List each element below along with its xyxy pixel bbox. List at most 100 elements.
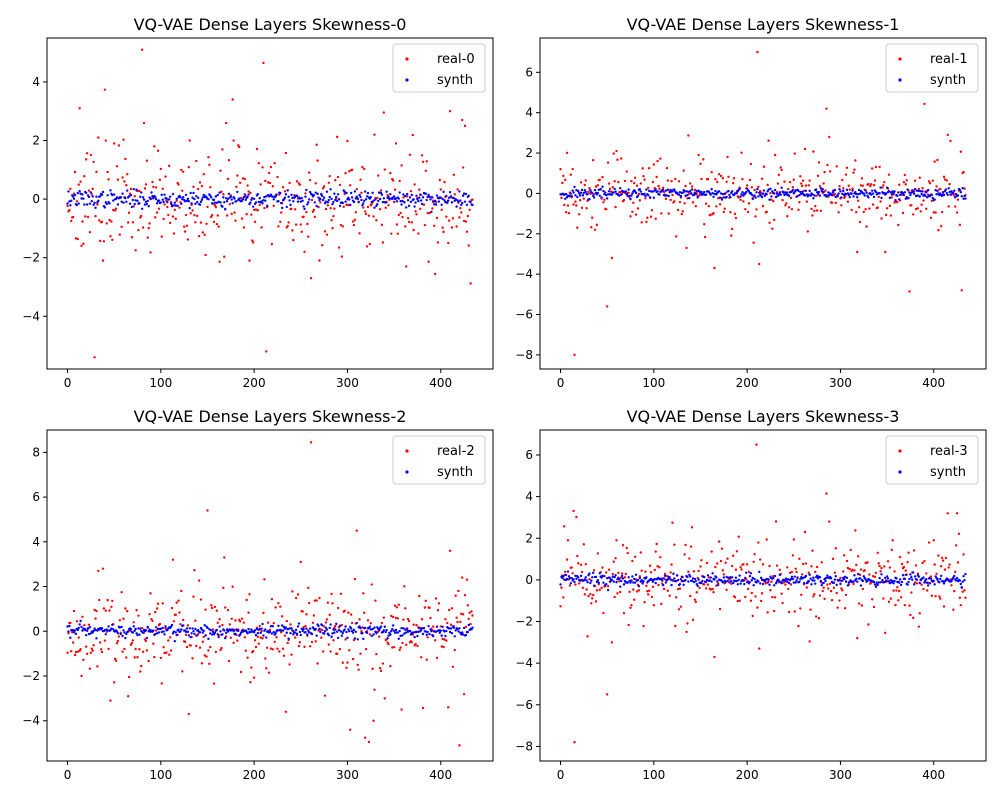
data-point [363, 626, 367, 630]
data-point [824, 579, 827, 583]
data-point [373, 688, 376, 691]
data-point [354, 630, 358, 633]
data-point [80, 625, 83, 629]
data-point [803, 147, 807, 151]
data-point [299, 633, 302, 637]
data-point [687, 190, 690, 194]
data-point [723, 207, 726, 210]
data-point [575, 515, 578, 519]
data-point [154, 626, 158, 629]
data-point [793, 610, 796, 613]
data-point [325, 233, 329, 236]
data-point [109, 235, 112, 238]
data-point [900, 580, 904, 584]
data-point [561, 181, 564, 185]
data-point [141, 631, 145, 634]
data-point [962, 553, 965, 556]
data-point [444, 634, 447, 638]
data-point [170, 623, 174, 627]
data-point [812, 595, 815, 598]
data-point [879, 200, 882, 203]
data-point [913, 187, 917, 191]
data-point [774, 195, 778, 199]
data-point [661, 583, 665, 587]
data-point [426, 630, 429, 634]
data-point [808, 179, 811, 182]
data-point [182, 196, 185, 199]
data-point [122, 201, 125, 204]
data-point [852, 171, 855, 174]
data-point [751, 197, 754, 201]
data-point [184, 630, 188, 634]
data-point [797, 189, 800, 193]
data-point [201, 196, 205, 199]
data-point [955, 211, 959, 214]
data-point [812, 197, 815, 200]
x-tick-label: 400 [429, 376, 452, 390]
x-tick-label: 300 [336, 376, 359, 390]
data-point [902, 193, 906, 197]
data-point [421, 706, 425, 710]
data-point [844, 173, 848, 176]
data-point [81, 629, 84, 632]
data-point [940, 565, 943, 568]
data-point [66, 651, 69, 654]
data-point [620, 574, 624, 578]
data-point [104, 139, 107, 142]
data-point [315, 143, 318, 146]
data-point [334, 628, 337, 631]
data-point [865, 225, 868, 228]
data-point [703, 575, 706, 579]
data-point [452, 196, 456, 200]
data-point [91, 195, 94, 198]
data-point [97, 199, 100, 203]
data-point [236, 639, 239, 642]
data-point [151, 195, 154, 198]
data-point [305, 188, 308, 192]
data-point [189, 191, 192, 195]
data-point [70, 219, 73, 223]
data-point [293, 631, 297, 634]
data-point [881, 578, 884, 582]
data-point [638, 576, 642, 580]
data-point [162, 200, 165, 204]
data-point [795, 570, 798, 574]
data-point [562, 174, 565, 178]
data-point [759, 582, 762, 585]
data-point [418, 188, 421, 191]
data-point [369, 196, 372, 199]
data-point [834, 547, 837, 550]
data-point [84, 628, 87, 632]
y-tick-label: −2 [515, 227, 533, 241]
data-point [181, 189, 184, 192]
data-point [582, 191, 586, 195]
data-point [272, 198, 275, 201]
data-point [706, 574, 710, 577]
data-point [249, 191, 252, 195]
data-point [416, 634, 419, 638]
data-point [645, 576, 648, 579]
data-point [568, 195, 572, 198]
data-point [589, 593, 592, 596]
data-point [848, 567, 851, 571]
data-point [115, 630, 119, 633]
data-point [67, 190, 70, 193]
data-point [959, 582, 963, 586]
data-point [640, 579, 643, 582]
data-point [877, 562, 880, 565]
data-point [71, 628, 75, 632]
data-point [356, 197, 359, 200]
data-point [925, 572, 928, 575]
data-point [893, 570, 896, 573]
data-point [631, 575, 634, 578]
data-point [352, 628, 356, 632]
data-point [239, 670, 243, 674]
data-point [96, 665, 99, 668]
data-point [361, 166, 364, 169]
data-point [601, 175, 604, 179]
data-point [434, 630, 438, 633]
data-point [410, 640, 414, 644]
data-point [643, 601, 646, 604]
data-point [955, 512, 959, 515]
